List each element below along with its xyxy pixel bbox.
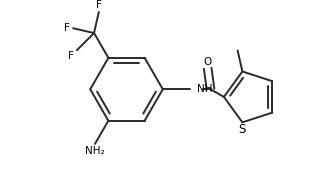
Text: F: F — [68, 51, 74, 61]
Text: F: F — [96, 0, 102, 10]
Text: O: O — [204, 57, 212, 67]
Text: NH: NH — [197, 84, 213, 94]
Text: F: F — [64, 23, 70, 33]
Text: S: S — [239, 124, 246, 136]
Text: NH₂: NH₂ — [85, 147, 105, 156]
